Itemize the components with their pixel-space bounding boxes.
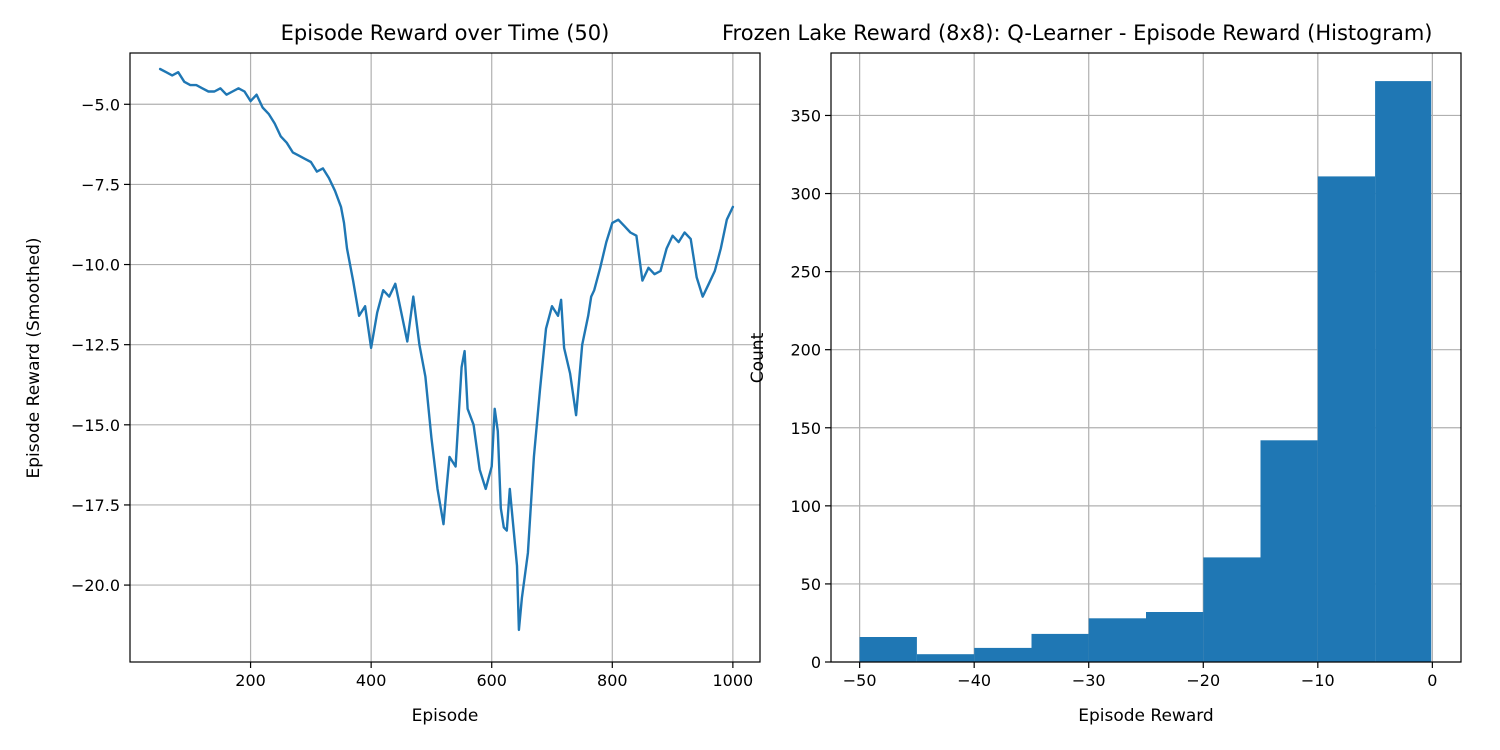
line-chart-y-tick-label: −7.5 xyxy=(81,175,120,194)
histogram-x-tick-label: −30 xyxy=(1072,671,1106,690)
line-chart-y-tick-label: −12.5 xyxy=(71,336,120,355)
histogram-y-tick-label: 50 xyxy=(801,575,821,594)
line-chart-x-tick-label: 200 xyxy=(235,671,266,690)
histogram-x-tick-label: −20 xyxy=(1186,671,1220,690)
histogram-bar xyxy=(1317,176,1376,662)
histogram-x-tick-label: −40 xyxy=(957,671,991,690)
line-chart-x-tick-label: 800 xyxy=(597,671,628,690)
line-chart-ticks: 200 400 600 800 1000 −5.0 −7.5 −10.0 −12.5 −15.0 −… xyxy=(71,95,753,690)
histogram-frame xyxy=(830,52,1462,663)
line-chart-y-axis-label: Episode Reward (Smoothed) xyxy=(24,238,44,479)
histogram-bar xyxy=(1260,440,1318,662)
line-chart-series xyxy=(158,67,735,632)
histogram-bar xyxy=(1031,633,1089,662)
line-chart-grid xyxy=(130,53,760,662)
histogram-bar xyxy=(1203,557,1261,662)
reward-series-line xyxy=(158,67,735,632)
histogram-y-tick-label: 100 xyxy=(790,497,821,516)
histogram-y-tick-label: 250 xyxy=(790,263,821,282)
histogram-x-tick-label: 0 xyxy=(1427,671,1437,690)
line-chart-y-tick-label: −15.0 xyxy=(71,416,120,435)
histogram-x-tick-label: −10 xyxy=(1301,671,1335,690)
line-chart-x-axis-label: Episode xyxy=(412,706,479,726)
line-chart-y-tick-label: −20.0 xyxy=(71,576,120,595)
line-chart-title: Episode Reward over Time (50) xyxy=(281,21,610,45)
histogram-y-tick-label: 350 xyxy=(790,106,821,125)
histogram-chart: −50 −40 −30 −20 −10 0 0 50 100 150 200 250 300 350 Fr… xyxy=(722,21,1462,726)
histogram-bars xyxy=(859,81,1432,663)
histogram-bar xyxy=(916,654,975,662)
histogram-title: Frozen Lake Reward (8x8): Q-Learner - Ep… xyxy=(722,21,1432,45)
histogram-bar xyxy=(1088,618,1146,662)
histogram-bar xyxy=(1146,612,1204,662)
line-chart: 200 400 600 800 1000 −5.0 −7.5 −10.0 −12.5 −15.0 −… xyxy=(24,21,761,726)
histogram-y-tick-label: 200 xyxy=(790,341,821,360)
line-chart-frame xyxy=(129,52,761,663)
histogram-ticks: −50 −40 −30 −20 −10 0 0 50 100 150 200 250 300 350 xyxy=(790,106,1437,690)
histogram-y-axis-label: Count xyxy=(748,332,768,383)
line-chart-y-tick-label: −10.0 xyxy=(71,256,120,275)
line-chart-y-tick-label: −17.5 xyxy=(71,496,120,515)
line-chart-y-tick-label: −5.0 xyxy=(81,95,120,114)
histogram-bar xyxy=(859,637,917,662)
line-chart-x-tick-label: 1000 xyxy=(713,671,754,690)
histogram-y-tick-label: 150 xyxy=(790,419,821,438)
histogram-bar xyxy=(1375,81,1432,663)
histogram-y-tick-label: 0 xyxy=(811,653,821,672)
histogram-bar xyxy=(974,647,1032,662)
line-chart-x-tick-label: 600 xyxy=(476,671,507,690)
histogram-x-axis-label: Episode Reward xyxy=(1078,706,1213,726)
histogram-x-tick-label: −50 xyxy=(843,671,877,690)
histogram-y-tick-label: 300 xyxy=(790,185,821,204)
line-chart-x-tick-label: 400 xyxy=(356,671,387,690)
